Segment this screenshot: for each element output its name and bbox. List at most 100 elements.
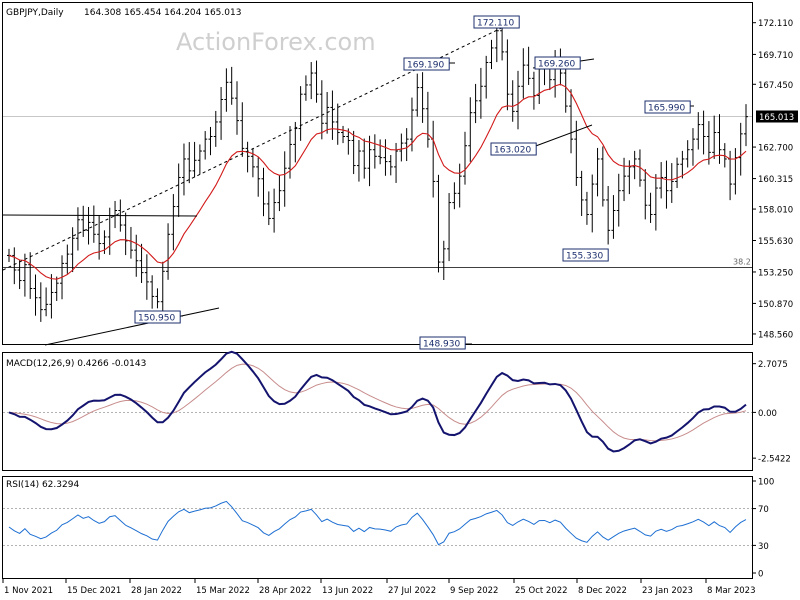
y-tick-label: 150.870 bbox=[758, 300, 793, 310]
rsi-tick-label: 100 bbox=[758, 478, 774, 488]
svg-text:165.990: 165.990 bbox=[648, 104, 685, 114]
price-bar bbox=[701, 110, 706, 155]
price-bar bbox=[298, 86, 303, 141]
price-bar bbox=[590, 174, 595, 233]
price-bar bbox=[293, 121, 298, 163]
price-bar bbox=[213, 110, 218, 147]
current-price-box bbox=[756, 110, 798, 123]
x-tick-label: 15 Mar 2022 bbox=[196, 586, 250, 596]
price-bar bbox=[685, 140, 690, 168]
price-bar bbox=[272, 188, 277, 233]
svg-text:169.260: 169.260 bbox=[538, 60, 575, 70]
price-bar bbox=[420, 72, 425, 123]
price-bar bbox=[706, 121, 711, 165]
annotation-label: 169.260 bbox=[534, 56, 581, 70]
annotation-label: 165.990 bbox=[644, 100, 694, 114]
price-bar bbox=[224, 68, 229, 112]
y-tick-label: 148.560 bbox=[758, 330, 793, 340]
price-layer: 38.2 bbox=[2, 18, 752, 346]
price-bar bbox=[303, 75, 308, 101]
support-trendline bbox=[44, 307, 220, 346]
price-bar bbox=[696, 112, 701, 150]
price-bar bbox=[245, 141, 250, 173]
price-bar bbox=[70, 227, 75, 273]
price-panel bbox=[2, 2, 753, 345]
annotation-label: 163.020 bbox=[490, 142, 537, 156]
svg-text:155.330: 155.330 bbox=[566, 252, 603, 262]
price-bar bbox=[441, 240, 446, 280]
price-bar bbox=[203, 131, 208, 160]
price-bar bbox=[288, 126, 293, 179]
price-bar bbox=[123, 212, 128, 256]
price-bar bbox=[86, 206, 91, 245]
price-bar bbox=[425, 91, 430, 148]
price-bar bbox=[606, 185, 611, 245]
price-bar bbox=[314, 60, 319, 103]
price-bar bbox=[611, 195, 616, 239]
price-bar bbox=[372, 134, 377, 169]
price-bar bbox=[399, 133, 404, 162]
price-bar bbox=[250, 148, 255, 178]
x-tick-label: 28 Jan 2022 bbox=[131, 586, 182, 596]
y-tick-label: 169.710 bbox=[758, 51, 793, 61]
price-bar bbox=[192, 141, 197, 178]
macd-layer: 2.7075 0.00 -2.5422 bbox=[3, 350, 791, 465]
price-bar bbox=[653, 174, 658, 231]
y-tick-label: 153.250 bbox=[758, 268, 793, 278]
price-bar bbox=[266, 191, 271, 226]
price-bar bbox=[144, 254, 149, 300]
rsi-layer: 100 70 30 0 bbox=[3, 478, 774, 580]
price-bar bbox=[54, 276, 59, 301]
price-bar bbox=[75, 207, 80, 251]
svg-text:169.190: 169.190 bbox=[407, 61, 444, 71]
price-bar bbox=[229, 66, 234, 105]
x-tick-label: 8 Mar 2023 bbox=[707, 586, 755, 596]
price-bar bbox=[473, 83, 478, 124]
price-bar bbox=[516, 70, 521, 130]
price-bar bbox=[664, 160, 669, 209]
fib-38-label: 38.2 bbox=[733, 257, 751, 266]
x-tick-label: 1 Nov 2021 bbox=[4, 586, 53, 596]
moving-average-line bbox=[8, 83, 747, 280]
price-bar bbox=[134, 234, 139, 277]
price-bar bbox=[579, 170, 584, 216]
price-bar bbox=[521, 48, 526, 99]
svg-text:150.950: 150.950 bbox=[138, 314, 175, 324]
price-bar bbox=[160, 261, 165, 316]
price-bar bbox=[738, 122, 743, 176]
price-bar bbox=[309, 62, 314, 100]
price-bar bbox=[383, 139, 388, 176]
x-tick-label: 8 Dec 2022 bbox=[578, 586, 627, 596]
price-bar bbox=[65, 244, 70, 274]
y-tick-label: 172.110 bbox=[758, 19, 793, 29]
annotations: 150.950 169.190 172.110 169.260 163.020 148.9… bbox=[134, 15, 694, 350]
watermark: ActionForex.com bbox=[176, 28, 376, 56]
price-bar bbox=[367, 135, 372, 187]
rsi-tick-label: 70 bbox=[758, 505, 769, 515]
price-bar bbox=[139, 243, 144, 284]
price-bar bbox=[197, 144, 202, 175]
price-bar bbox=[187, 142, 192, 184]
price-bar bbox=[341, 125, 346, 144]
rsi-panel bbox=[2, 476, 753, 579]
rsi-line bbox=[8, 500, 747, 546]
price-bar bbox=[462, 131, 467, 185]
price-bar bbox=[155, 288, 160, 309]
price-bar bbox=[489, 39, 494, 70]
price-bar bbox=[176, 163, 181, 217]
price-bar bbox=[574, 120, 579, 186]
macd-label: MACD(12,26,9) 0.4266 -0.0143 bbox=[6, 359, 146, 369]
price-bar bbox=[171, 194, 176, 251]
macd-tick-label: 0.00 bbox=[758, 409, 777, 419]
svg-text:172.110: 172.110 bbox=[477, 19, 514, 29]
y-tick-label: 162.700 bbox=[758, 144, 793, 154]
macd-panel bbox=[2, 352, 753, 471]
wedge-lower-line bbox=[532, 124, 593, 148]
price-bar bbox=[319, 80, 324, 140]
date-axis: 1 Nov 2021 15 Dec 2021 28 Jan 2022 15 Mar 2… bbox=[2, 578, 755, 596]
x-tick-label: 28 Apr 2022 bbox=[259, 586, 312, 596]
price-bar bbox=[219, 87, 224, 140]
x-tick-label: 9 Sep 2022 bbox=[450, 586, 498, 596]
price-bar bbox=[28, 252, 33, 299]
